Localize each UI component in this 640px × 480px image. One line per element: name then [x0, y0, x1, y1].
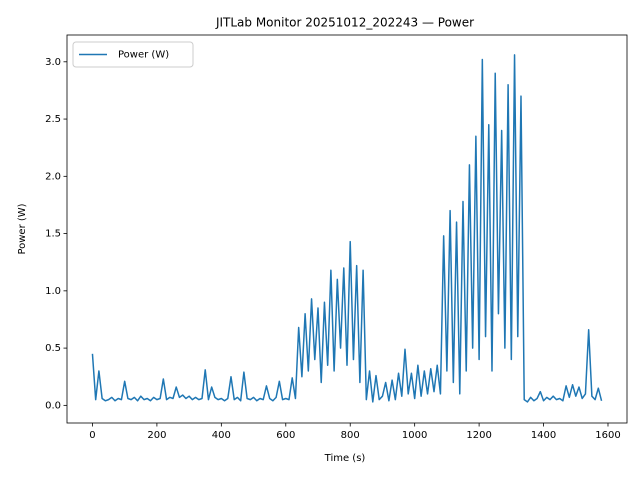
- x-tick-label: 0: [89, 430, 95, 441]
- plot-frame: [66, 34, 628, 424]
- legend-label: Power (W): [118, 50, 169, 61]
- x-tick-label: 1600: [595, 430, 620, 441]
- x-tick-label: 400: [212, 430, 231, 441]
- y-axis-label: Power (W): [17, 203, 28, 254]
- y-tick-label: 2.5: [45, 114, 61, 125]
- x-tick-label: 1000: [402, 430, 427, 441]
- y-tick-label: 1.0: [45, 286, 61, 297]
- legend: Power (W): [72, 41, 194, 68]
- y-tick-label: 0.0: [45, 400, 61, 411]
- chart-title: JITLab Monitor 20251012_202243 — Power: [215, 16, 474, 30]
- x-tick-label: 200: [147, 430, 166, 441]
- y-tick-label: 0.5: [45, 343, 61, 354]
- x-tick-label: 1200: [466, 430, 491, 441]
- y-tick-label: 2.0: [45, 171, 61, 182]
- x-tick-label: 1400: [531, 430, 556, 441]
- data-line: [91, 54, 603, 403]
- y-tick-label: 3.0: [45, 57, 61, 68]
- x-tick-label: 800: [341, 430, 360, 441]
- y-tick-label: 1.5: [45, 229, 61, 240]
- x-axis-label: Time (s): [324, 453, 366, 464]
- x-tick-label: 600: [276, 430, 295, 441]
- legend-box: [72, 41, 194, 68]
